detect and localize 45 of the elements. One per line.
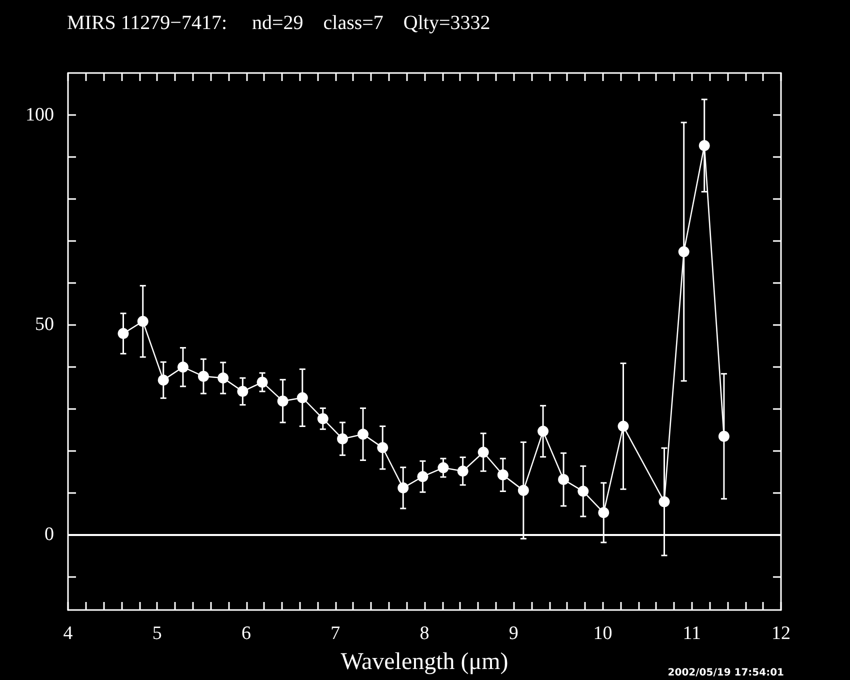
point xyxy=(237,386,248,397)
point xyxy=(158,374,169,386)
point xyxy=(658,496,670,508)
point xyxy=(417,471,428,482)
point xyxy=(598,507,610,518)
point xyxy=(438,462,449,474)
x-tick-label: 11 xyxy=(682,623,702,644)
point xyxy=(678,246,690,258)
point xyxy=(218,372,229,384)
chart-title: MIRS 11279−7417: nd=29 class=7 Qlty=3332 xyxy=(67,12,490,34)
x-tick-label: 9 xyxy=(508,623,518,644)
point xyxy=(358,428,369,440)
x-axis-title: Wavelength (μm) xyxy=(340,649,508,675)
point xyxy=(497,469,508,480)
point xyxy=(578,486,589,497)
y-tick-label: 50 xyxy=(35,314,54,336)
point xyxy=(718,430,730,442)
point xyxy=(277,396,288,407)
point xyxy=(337,433,348,444)
point xyxy=(518,484,529,496)
x-tick-label: 5 xyxy=(152,623,162,644)
point xyxy=(618,420,629,432)
point xyxy=(558,474,570,486)
x-tick-label: 12 xyxy=(772,623,790,644)
point xyxy=(538,426,549,437)
point xyxy=(478,446,489,458)
x-tick-label: 10 xyxy=(593,623,612,644)
point xyxy=(177,362,188,373)
y-tick-label: 0 xyxy=(44,524,54,545)
point xyxy=(256,376,268,388)
x-tick-label: 7 xyxy=(330,623,340,644)
x-tick-label: 6 xyxy=(242,623,251,644)
point xyxy=(296,392,308,404)
point xyxy=(698,140,710,152)
y-tick-label: 100 xyxy=(26,104,54,126)
point xyxy=(118,328,129,340)
point xyxy=(137,316,148,327)
point xyxy=(457,466,468,477)
x-tick-label: 8 xyxy=(420,623,430,644)
text: 2002/05/19 17:54:01 xyxy=(668,668,784,678)
point xyxy=(317,413,328,424)
x-tick-label: 4 xyxy=(63,623,74,644)
point xyxy=(198,370,209,382)
point xyxy=(377,442,388,454)
point xyxy=(398,482,409,494)
